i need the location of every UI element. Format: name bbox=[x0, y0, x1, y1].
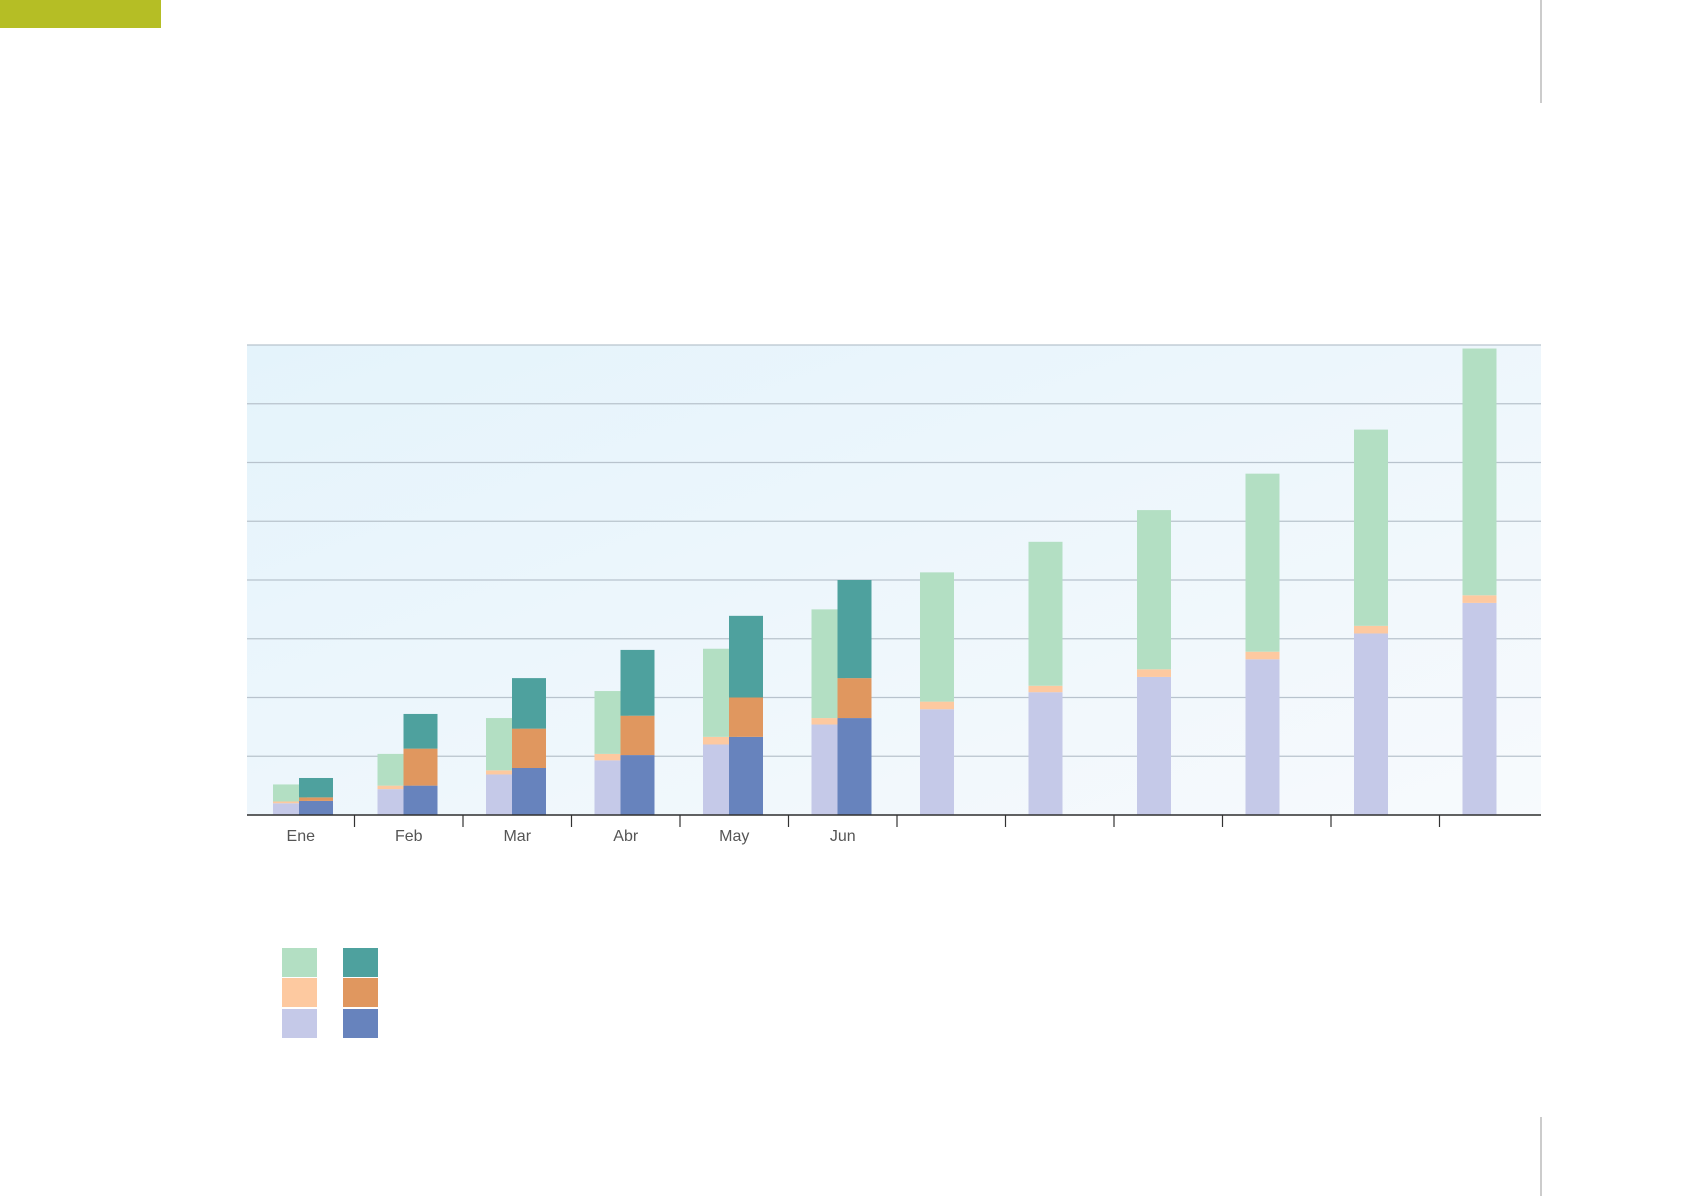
bar-segment bbox=[729, 736, 763, 815]
bar-segment bbox=[1137, 669, 1171, 677]
bar-segment bbox=[703, 736, 737, 745]
legend-swatch bbox=[343, 948, 378, 977]
bar-segment bbox=[1028, 692, 1063, 815]
bar-segment bbox=[1462, 595, 1497, 603]
bar-segment bbox=[299, 797, 333, 801]
bar-segment bbox=[620, 715, 655, 756]
bar-segment bbox=[1137, 676, 1171, 815]
bar-segment bbox=[512, 728, 546, 768]
bar-segment bbox=[1462, 602, 1497, 815]
bar-segment bbox=[299, 800, 333, 815]
bar-segment bbox=[811, 718, 846, 725]
bar-segment bbox=[837, 678, 872, 719]
bar-segment bbox=[377, 785, 412, 790]
bar-segment bbox=[512, 768, 546, 815]
bar-segment bbox=[729, 697, 763, 737]
bar-segment bbox=[837, 718, 872, 815]
bar-segment bbox=[1028, 685, 1063, 693]
bar-segment bbox=[1137, 510, 1171, 670]
bar-segment bbox=[920, 709, 954, 815]
bar-segment bbox=[1462, 348, 1497, 596]
bar-segment bbox=[620, 755, 655, 815]
x-tick-label: Abr bbox=[613, 828, 639, 845]
bar-segment bbox=[299, 777, 333, 798]
x-tick-label: Mar bbox=[503, 828, 531, 845]
bar-segment bbox=[512, 678, 546, 729]
bar-segment bbox=[837, 580, 872, 679]
bar-segment bbox=[729, 615, 763, 698]
bar-segment bbox=[920, 572, 954, 702]
bar-segment bbox=[403, 785, 438, 815]
bar-segment bbox=[620, 649, 655, 716]
bar-segment bbox=[403, 713, 438, 749]
x-tick-label: May bbox=[719, 828, 749, 845]
legend-swatch bbox=[343, 978, 378, 1007]
bar-segment bbox=[1354, 429, 1388, 626]
bar-segment bbox=[920, 701, 954, 710]
legend-swatch bbox=[282, 948, 317, 977]
header-tab bbox=[0, 0, 161, 28]
bar-segment bbox=[1028, 541, 1063, 686]
x-tick-label: Ene bbox=[287, 828, 316, 845]
bar-segment bbox=[1245, 659, 1280, 815]
legend-swatch bbox=[343, 1009, 378, 1038]
bar-segment bbox=[273, 803, 307, 815]
x-tick-label: Feb bbox=[395, 828, 423, 845]
bar-segment bbox=[1354, 625, 1388, 634]
legend-swatch bbox=[282, 1009, 317, 1038]
legend-swatch bbox=[282, 978, 317, 1007]
bar-segment bbox=[1245, 651, 1280, 660]
bar-segment bbox=[486, 770, 520, 775]
bar-segment bbox=[273, 801, 307, 804]
bar-segment bbox=[594, 753, 629, 761]
bar-segment bbox=[403, 748, 438, 786]
x-tick-label: Jun bbox=[830, 828, 856, 845]
bar-segment bbox=[273, 784, 307, 802]
bar-segment bbox=[1354, 633, 1388, 815]
bar-segment bbox=[1245, 473, 1280, 652]
